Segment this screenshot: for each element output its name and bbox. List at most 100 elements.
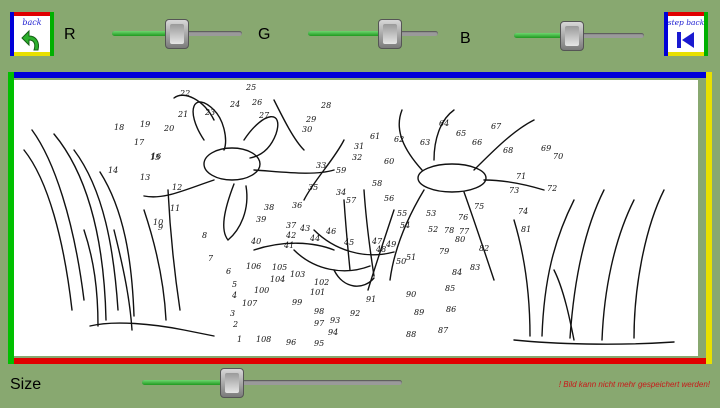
dot-number: 76 (458, 213, 468, 222)
dot-number: 84 (452, 268, 462, 277)
blue-label: B (460, 30, 471, 47)
dot-number: 10 (153, 218, 163, 227)
dot-number: 83 (470, 263, 480, 272)
dot-number: 43 (299, 224, 310, 233)
dot-number: 89 (414, 308, 424, 317)
dot-number: 36 (292, 201, 302, 210)
red-slider[interactable] (112, 19, 242, 49)
dot-number: 75 (474, 202, 484, 211)
dot-number: 49 (385, 240, 396, 249)
size-label: Size (10, 376, 42, 393)
dot-number: 52 (428, 225, 438, 234)
dot-number: 94 (328, 328, 338, 337)
dot-number: 19 (140, 120, 150, 129)
dot-number: 68 (503, 146, 513, 155)
dot-number: 80 (455, 235, 465, 244)
dot-number: 46 (325, 227, 336, 236)
dot-number: 34 (336, 188, 346, 197)
drawing-canvas[interactable]: 1 2 3 4 5 6 7 8 9 10 11 12 13 14 15 16 1… (14, 80, 698, 356)
dot-number: 54 (400, 221, 410, 230)
dot-number: 92 (350, 309, 360, 318)
dot-number: 72 (547, 184, 557, 193)
dot-number: 81 (521, 225, 531, 234)
size-slider-thumb[interactable] (220, 368, 244, 398)
dot-number: 91 (366, 295, 376, 304)
step-back-label: step back (667, 18, 705, 27)
dot-number: 105 (272, 263, 287, 272)
dot-number: 2 (232, 320, 238, 329)
dot-number: 35 (308, 183, 318, 192)
dot-number: 39 (256, 215, 266, 224)
dot-number: 98 (314, 307, 324, 316)
dot-number: 27 (258, 111, 270, 120)
save-warning: ! Bild kann nicht mehr gespeichert werde… (558, 380, 710, 389)
dot-number: 4 (231, 291, 237, 300)
back-button[interactable]: back (10, 12, 54, 56)
dot-number: 11 (170, 204, 180, 213)
dot-numbers: 1 2 3 4 5 6 7 8 9 10 11 12 13 14 15 16 1… (108, 83, 563, 348)
dot-number: 73 (509, 186, 519, 195)
dot-number: 25 (245, 83, 256, 92)
dot-number: 64 (439, 119, 449, 128)
dot-number: 41 (283, 241, 294, 250)
dot-number: 99 (292, 298, 302, 307)
dot-number: 106 (246, 262, 261, 271)
dot-number: 44 (309, 234, 320, 243)
dot-number: 8 (202, 231, 207, 240)
dot-number: 1 (237, 335, 242, 344)
dot-number: 29 (305, 115, 316, 124)
dot-number: 32 (352, 153, 362, 162)
dot-number: 51 (406, 253, 416, 262)
dot-number: 22 (179, 89, 190, 98)
dot-number: 47 (371, 237, 383, 246)
dot-to-dot-picture: 1 2 3 4 5 6 7 8 9 10 11 12 13 14 15 16 1… (23, 83, 675, 348)
dot-number: 24 (229, 100, 240, 109)
dot-number: 30 (302, 125, 312, 134)
dot-number: 59 (336, 166, 346, 175)
dot-number: 33 (316, 161, 326, 170)
dot-number: 74 (518, 207, 528, 216)
dot-number: 26 (251, 98, 262, 107)
dot-number: 53 (426, 209, 436, 218)
dot-number: 93 (330, 316, 340, 325)
dot-number: 58 (372, 179, 382, 188)
back-label: back (22, 18, 42, 27)
size-slider[interactable] (142, 368, 402, 398)
blue-slider-thumb[interactable] (560, 21, 584, 51)
blue-slider[interactable] (514, 21, 644, 51)
dot-number: 63 (420, 138, 430, 147)
dot-number: 42 (285, 231, 296, 240)
dot-number: 6 (226, 267, 231, 276)
dot-number: 69 (541, 144, 551, 153)
dot-number: 100 (254, 286, 269, 295)
dot-number: 48 (375, 245, 386, 254)
dot-number: 86 (446, 305, 456, 314)
dot-number: 87 (438, 326, 449, 335)
green-slider[interactable] (308, 19, 438, 49)
dot-number: 56 (384, 194, 394, 203)
dot-number: 61 (370, 132, 380, 141)
dot-number: 82 (479, 244, 489, 253)
dot-number: 5 (232, 280, 237, 289)
dot-number: 70 (553, 152, 563, 161)
dot-number: 65 (456, 129, 466, 138)
canvas-frame (8, 72, 712, 364)
dot-number: 71 (516, 172, 526, 181)
dot-number: 37 (286, 221, 297, 230)
skip-back-icon (677, 32, 694, 48)
dot-number: 102 (314, 278, 329, 287)
dot-number: 79 (439, 247, 449, 256)
dot-number: 107 (242, 299, 258, 308)
dot-number: 7 (208, 254, 214, 263)
green-slider-thumb[interactable] (378, 19, 402, 49)
red-label: R (64, 26, 76, 43)
dot-number: 108 (256, 335, 271, 344)
dot-number: 55 (397, 209, 407, 218)
red-slider-thumb[interactable] (165, 19, 189, 49)
dot-number: 9 (158, 223, 163, 232)
step-back-button[interactable]: step back (664, 12, 708, 56)
dot-number: 12 (172, 183, 182, 192)
outline-art (23, 94, 675, 345)
dot-number: 45 (343, 238, 354, 247)
dot-number: 77 (459, 227, 470, 236)
